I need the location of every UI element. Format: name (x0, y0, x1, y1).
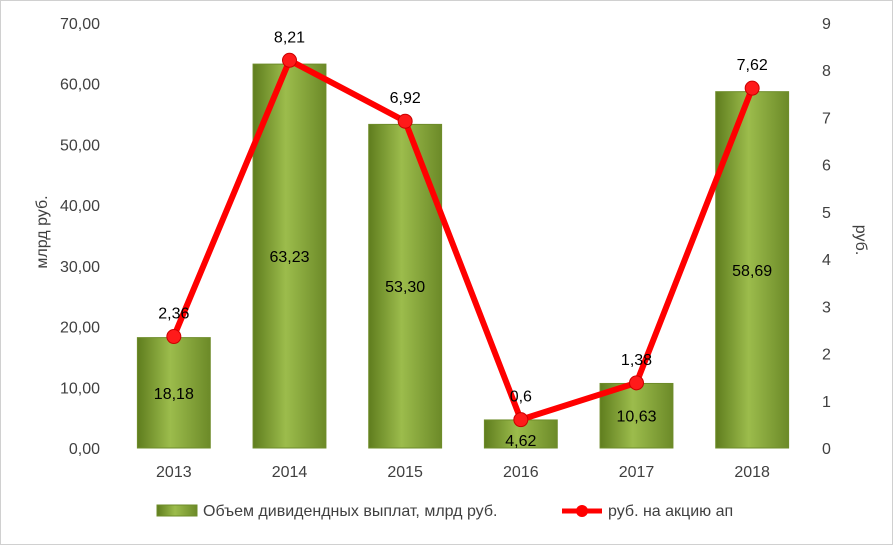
line-point (629, 375, 644, 391)
bar (136, 337, 211, 449)
bar-data-label: 4,62 (505, 433, 536, 450)
line-data-label: 7,62 (737, 57, 768, 74)
line-point (513, 412, 529, 428)
y-tick-label: 30,00 (60, 259, 100, 276)
line-point (744, 80, 760, 96)
line-series (170, 57, 756, 423)
y2-tick-label: 2 (822, 347, 831, 364)
y-tick-label: 40,00 (60, 198, 100, 215)
x-tick-label: 2016 (503, 464, 539, 481)
y2-axis-title: руб. (852, 225, 869, 256)
y2-tick-label: 4 (822, 252, 831, 269)
y-tick-label: 10,00 (60, 380, 100, 397)
legend: Объем дивидендных выплат, млрд руб. руб.… (156, 503, 733, 520)
y2-tick-label: 5 (822, 205, 831, 222)
line-data-label: 6,92 (390, 90, 421, 107)
line-data-label: 1,38 (621, 352, 652, 369)
bar-data-label: 63,23 (269, 249, 309, 266)
bar-data-label: 18,18 (154, 386, 194, 403)
legend-bar-swatch (156, 504, 198, 517)
bar (483, 419, 558, 449)
line-point (282, 52, 297, 68)
legend-bar-label: Объем дивидендных выплат, млрд руб. (203, 503, 497, 520)
x-tick-label: 2015 (387, 464, 423, 481)
line-data-label: 0,6 (510, 389, 532, 406)
x-tick-label: 2018 (734, 464, 770, 481)
y2-tick-label: 3 (822, 299, 831, 316)
y2-tick-label: 7 (822, 110, 831, 127)
y2-tick-label: 6 (822, 158, 831, 175)
x-tick-label: 2017 (619, 464, 655, 481)
y-tick-label: 60,00 (60, 77, 100, 94)
y2-tick-label: 8 (822, 63, 831, 80)
legend-line-label: руб. на акцию ап (608, 503, 733, 520)
y2-tick-label: 9 (822, 16, 831, 33)
x-tick-label: 2013 (156, 464, 192, 481)
y2-tick-label: 0 (822, 441, 831, 458)
bar-data-label: 10,63 (616, 409, 656, 426)
y2-tick-label: 1 (822, 394, 831, 411)
line-data-label: 2,36 (158, 306, 189, 323)
bar-data-label: 58,69 (732, 263, 772, 280)
line-point (166, 329, 182, 345)
bar-data-label: 53,30 (385, 279, 425, 296)
y-tick-label: 70,00 (60, 16, 100, 33)
line-point (397, 113, 413, 129)
y-tick-label: 0,00 (69, 441, 100, 458)
legend-line-marker (576, 505, 588, 517)
bar (599, 382, 674, 449)
y-tick-label: 20,00 (60, 320, 100, 337)
line-data-label: 8,21 (274, 29, 305, 46)
y-axis-title: млрд руб. (34, 195, 51, 268)
y-tick-label: 50,00 (60, 137, 100, 154)
x-tick-label: 2014 (272, 464, 308, 481)
